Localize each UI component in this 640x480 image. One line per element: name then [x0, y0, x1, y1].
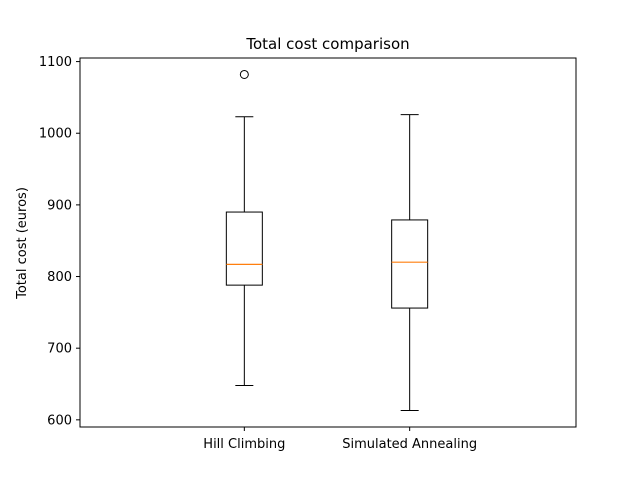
iqr-box [391, 219, 429, 309]
iqr-box [225, 211, 263, 286]
y-tick-label: 900 [47, 198, 72, 213]
plot-frame [79, 57, 577, 428]
x-tick-label: Hill Climbing [203, 437, 285, 452]
box-series [225, 69, 429, 412]
y-tick-label: 1000 [39, 127, 72, 142]
box-group [225, 69, 263, 386]
y-tick-label: 600 [47, 413, 72, 428]
y-tick-label: 1100 [39, 55, 72, 70]
y-axis-label: Total cost (euros) [15, 187, 30, 300]
outlier-point [239, 69, 249, 79]
y-tick-label: 800 [47, 270, 72, 285]
x-axis-ticks: Hill Climbing Simulated Annealing [203, 427, 477, 452]
y-axis-ticks: 600 700 800 900 1000 1100 [39, 55, 80, 428]
chart-title: Total cost comparison [245, 35, 409, 53]
box-group [391, 114, 429, 412]
y-tick-label: 700 [47, 342, 72, 357]
x-tick-label: Simulated Annealing [342, 437, 477, 452]
